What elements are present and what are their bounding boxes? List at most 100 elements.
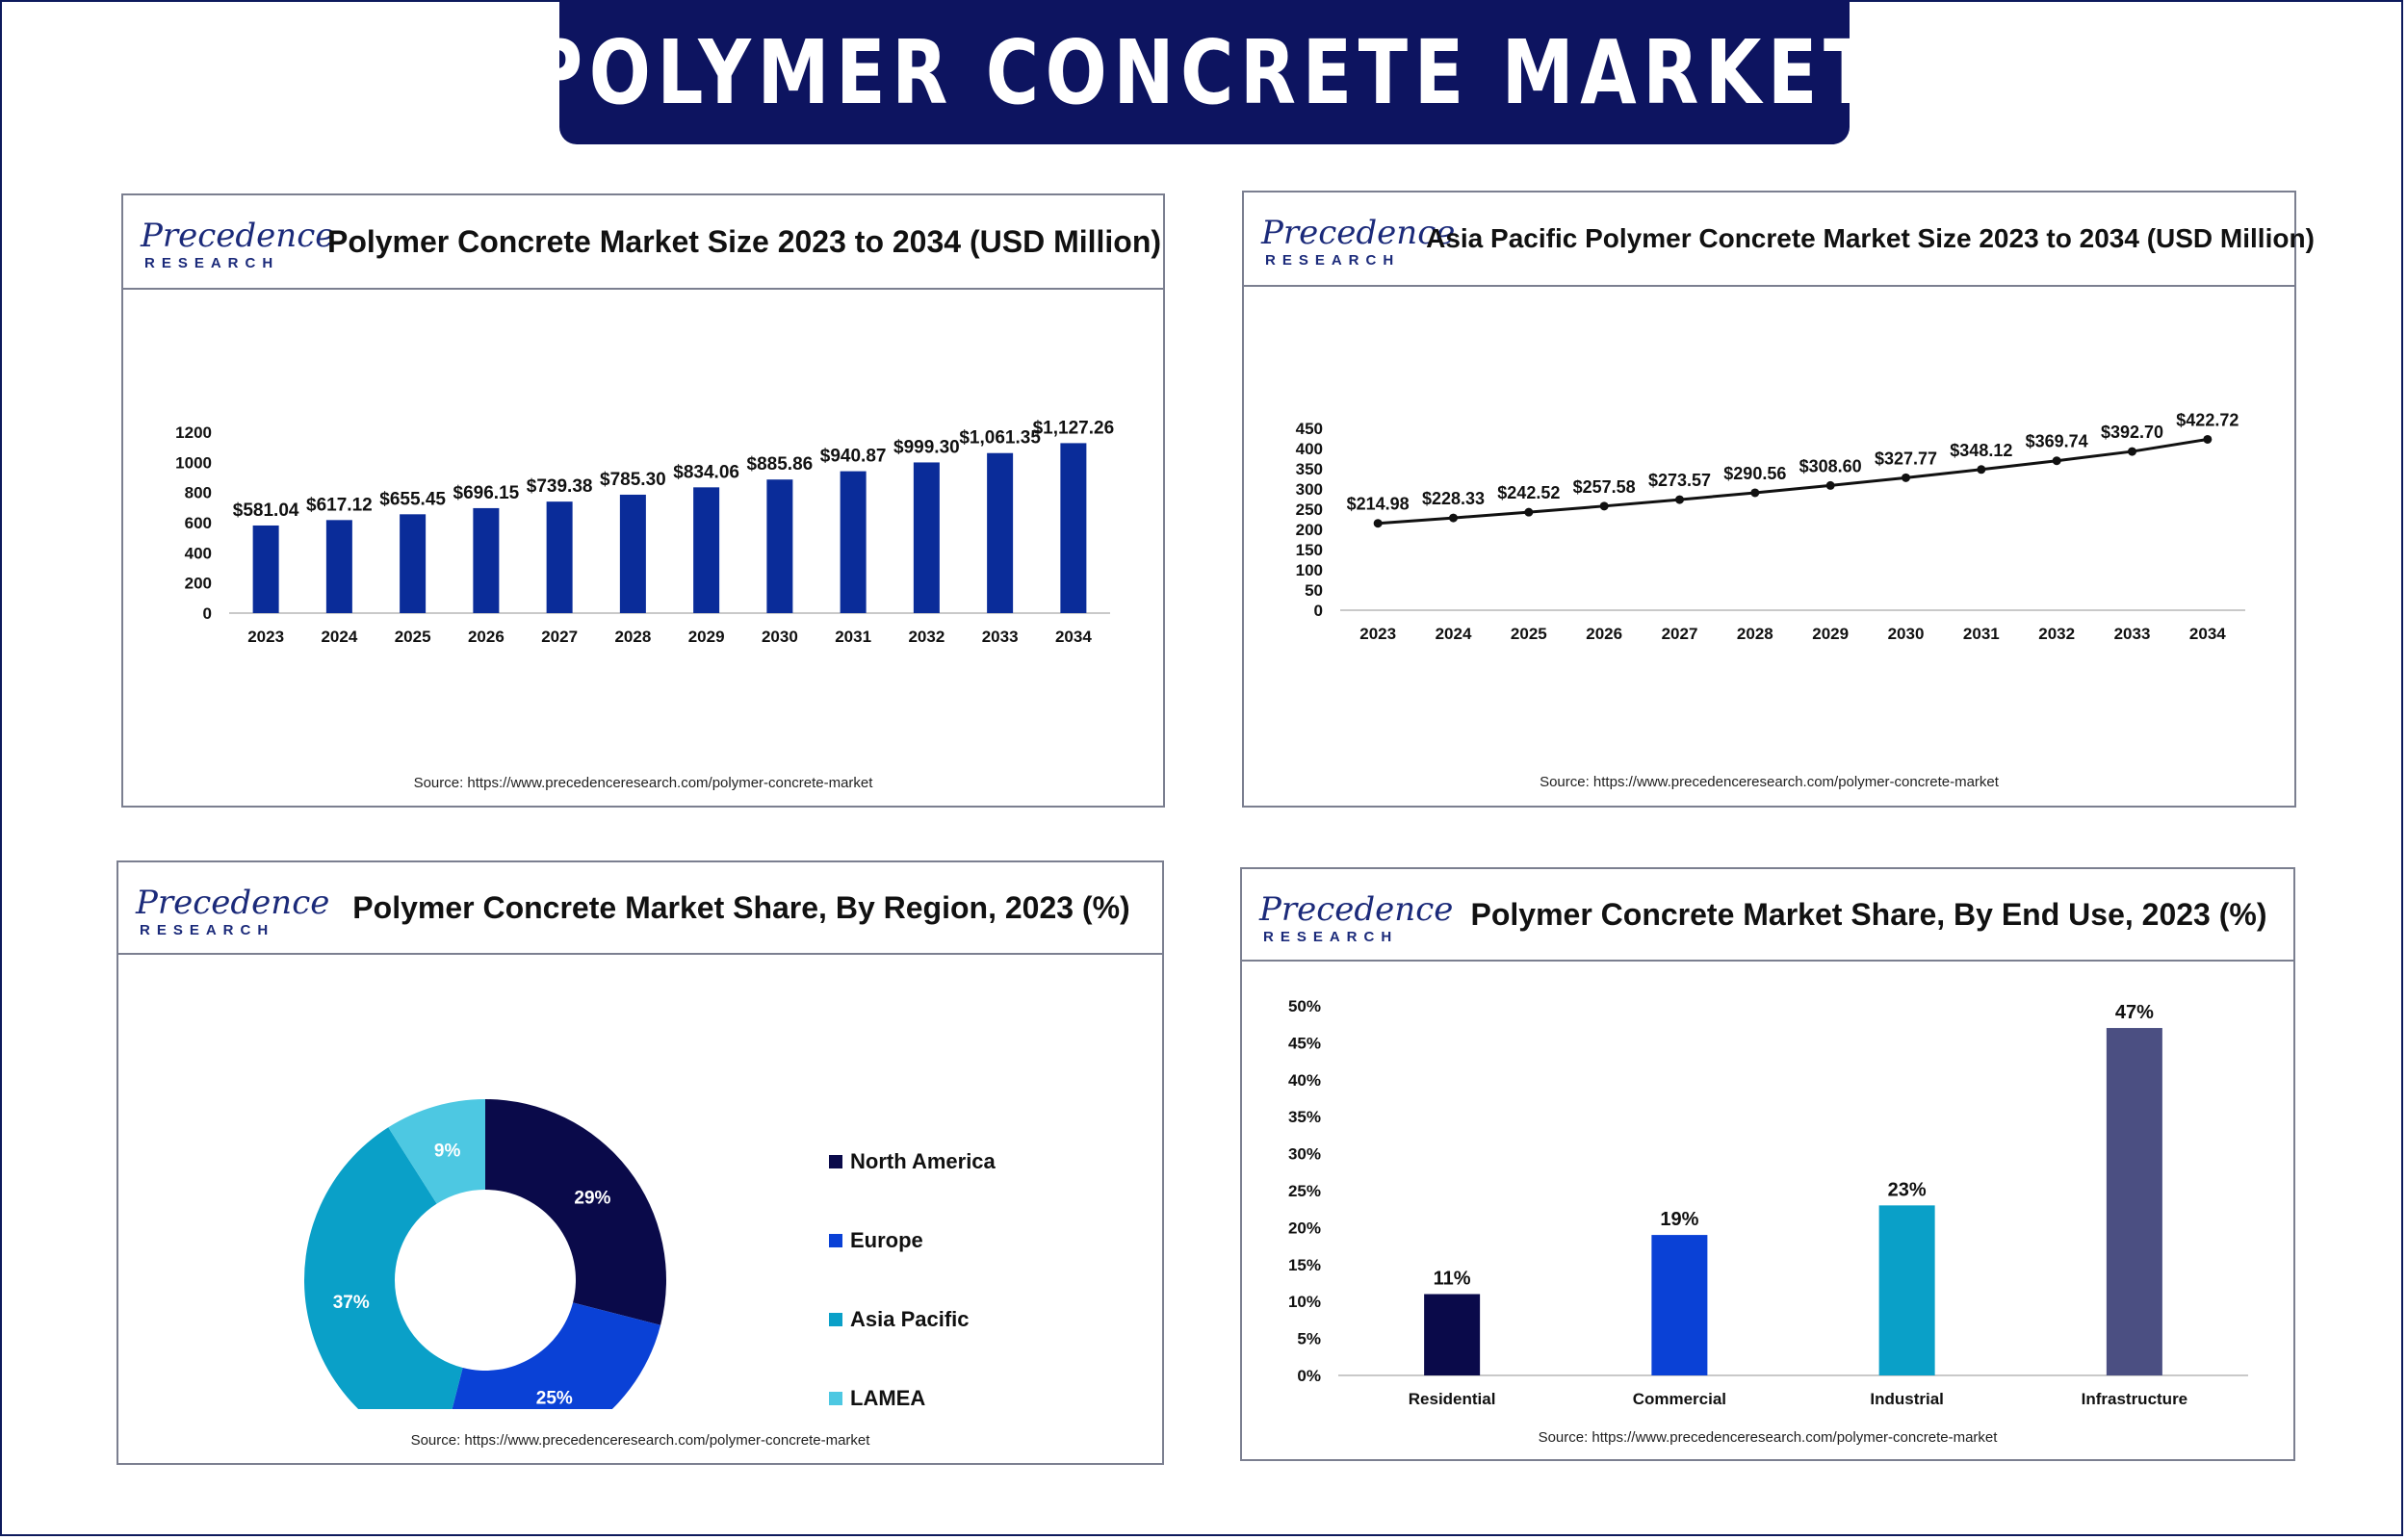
- bar: [546, 501, 573, 613]
- x-tick-label: 2025: [395, 628, 431, 646]
- data-label: $655.45: [379, 489, 446, 509]
- precedence-logo: Precedence RESEARCH: [136, 884, 329, 941]
- y-tick-label: 1200: [175, 424, 212, 442]
- slice-label: 9%: [434, 1142, 461, 1162]
- region-share-chart: 29% 25% 37% 9% North America Europe Asia Pacif…: [304, 1099, 996, 1409]
- data-label: $1,061.35: [959, 428, 1041, 449]
- x-tick-label: 2024: [1436, 625, 1472, 643]
- data-point: [1524, 507, 1534, 517]
- bar: [913, 462, 940, 613]
- x-tick-label: 2033: [2114, 625, 2151, 643]
- data-label: $228.33: [1422, 489, 1485, 508]
- data-label: 11%: [1434, 1269, 1471, 1290]
- legend-label: LAMEA: [850, 1386, 925, 1409]
- logo-wordmark: Precedence: [1259, 890, 1454, 929]
- y-tick-label: 1000: [175, 453, 212, 472]
- data-label: 19%: [1660, 1209, 1698, 1230]
- panel-header: Precedence RESEARCH Polymer Concrete Mar…: [118, 862, 1162, 955]
- bar: [1878, 1205, 1935, 1375]
- y-tick-label: 35%: [1288, 1108, 1321, 1126]
- data-point: [2203, 434, 2213, 444]
- y-tick-label: 250: [1296, 500, 1323, 519]
- y-tick-label: 10%: [1288, 1293, 1321, 1311]
- x-tick-label: Industrial: [1870, 1390, 1944, 1406]
- y-tick-label: 400: [1296, 440, 1323, 458]
- data-label: $940.87: [820, 447, 887, 467]
- x-tick-label: 2029: [1812, 625, 1849, 643]
- y-tick-label: 50: [1305, 581, 1323, 600]
- y-tick-label: 300: [1296, 480, 1323, 499]
- asia-pacific-title: Asia Pacific Polymer Concrete Market Siz…: [1426, 223, 2315, 253]
- y-tick-label: 40%: [1288, 1071, 1321, 1090]
- y-tick-label: 800: [185, 484, 212, 502]
- data-point: [1977, 465, 1986, 475]
- logo-wordmark: Precedence: [136, 884, 330, 922]
- x-tick-label: 2031: [1963, 625, 2000, 643]
- data-label: $348.12: [1950, 441, 2012, 460]
- legend-label: North America: [850, 1149, 996, 1173]
- data-label: $257.58: [1573, 477, 1636, 497]
- slice-label: 37%: [333, 1293, 370, 1313]
- donut-slice: [388, 1099, 485, 1204]
- data-label: $327.77: [1875, 449, 1937, 468]
- data-label: $290.56: [1723, 464, 1786, 483]
- x-tick-label: 2031: [835, 628, 871, 646]
- x-tick-label: 2027: [1662, 625, 1698, 643]
- data-label: $392.70: [2101, 423, 2163, 442]
- y-tick-label: 20%: [1288, 1219, 1321, 1237]
- y-tick-label: 25%: [1288, 1182, 1321, 1200]
- x-tick-label: Residential: [1409, 1390, 1496, 1406]
- x-tick-label: 2030: [762, 628, 798, 646]
- x-tick-label: 2034: [1055, 628, 1092, 646]
- precedence-logo: Precedence RESEARCH: [1259, 890, 1453, 948]
- data-point: [1675, 495, 1684, 504]
- data-label: 23%: [1888, 1179, 1927, 1200]
- donut-slice: [304, 1127, 463, 1409]
- end-use-panel: Precedence RESEARCH Polymer Concrete Mar…: [1240, 867, 2295, 1461]
- data-label: $422.72: [2176, 410, 2239, 429]
- data-label: $834.06: [673, 462, 739, 482]
- legend-label: Asia Pacific: [850, 1307, 970, 1331]
- legend-swatch: [829, 1392, 842, 1405]
- y-tick-label: 30%: [1288, 1145, 1321, 1164]
- slice-label: 25%: [536, 1388, 573, 1408]
- asia-pacific-panel: Precedence RESEARCH Asia Pacific Polymer…: [1242, 191, 2315, 808]
- data-label: $885.86: [747, 454, 814, 475]
- x-tick-label: 2032: [908, 628, 945, 646]
- y-tick-label: 350: [1296, 460, 1323, 478]
- y-tick-label: 0: [203, 604, 212, 623]
- y-tick-label: 600: [185, 514, 212, 532]
- data-label: $214.98: [1347, 495, 1410, 514]
- y-tick-label: 5%: [1297, 1330, 1321, 1348]
- x-tick-label: 2034: [2189, 625, 2226, 643]
- data-label: $999.30: [893, 437, 960, 457]
- data-point: [1825, 480, 1835, 490]
- data-label: $696.15: [453, 483, 520, 503]
- legend-swatch: [829, 1234, 842, 1247]
- data-label: $369.74: [2026, 432, 2088, 451]
- data-label: 47%: [2115, 1002, 2154, 1023]
- data-label: $617.12: [306, 495, 373, 515]
- data-label: $242.52: [1497, 483, 1560, 502]
- data-point: [1373, 519, 1383, 528]
- legend-swatch: [829, 1313, 842, 1326]
- end-use-chart: 0% 5% 10% 15% 20% 25% 30% 35% 40% 45% 50% 11% Reside…: [1288, 997, 2248, 1406]
- title-banner: POLYMER CONCRETE MARKET: [530, 0, 1873, 144]
- bar: [840, 471, 867, 613]
- data-label: $1,127.26: [1033, 418, 1115, 438]
- precedence-logo: Precedence RESEARCH: [1261, 214, 1455, 271]
- x-tick-label: Infrastructure: [2082, 1390, 2188, 1406]
- x-tick-label: 2023: [247, 628, 284, 646]
- x-tick-label: 2026: [468, 628, 505, 646]
- panel-header: Precedence RESEARCH Polymer Concrete Mar…: [123, 195, 1163, 290]
- y-tick-label: 200: [185, 575, 212, 593]
- logo-subtitle: RESEARCH: [1265, 252, 1401, 269]
- y-tick-label: 150: [1296, 541, 1323, 559]
- panel-header: Precedence RESEARCH Polymer Concrete Mar…: [1242, 869, 2293, 962]
- y-tick-label: 45%: [1288, 1034, 1321, 1052]
- market-size-panel: Precedence RESEARCH Polymer Concrete Mar…: [121, 193, 1165, 808]
- y-tick-label: 400: [185, 544, 212, 562]
- legend-label: Europe: [850, 1228, 923, 1252]
- bar: [619, 494, 646, 613]
- bar: [252, 525, 279, 613]
